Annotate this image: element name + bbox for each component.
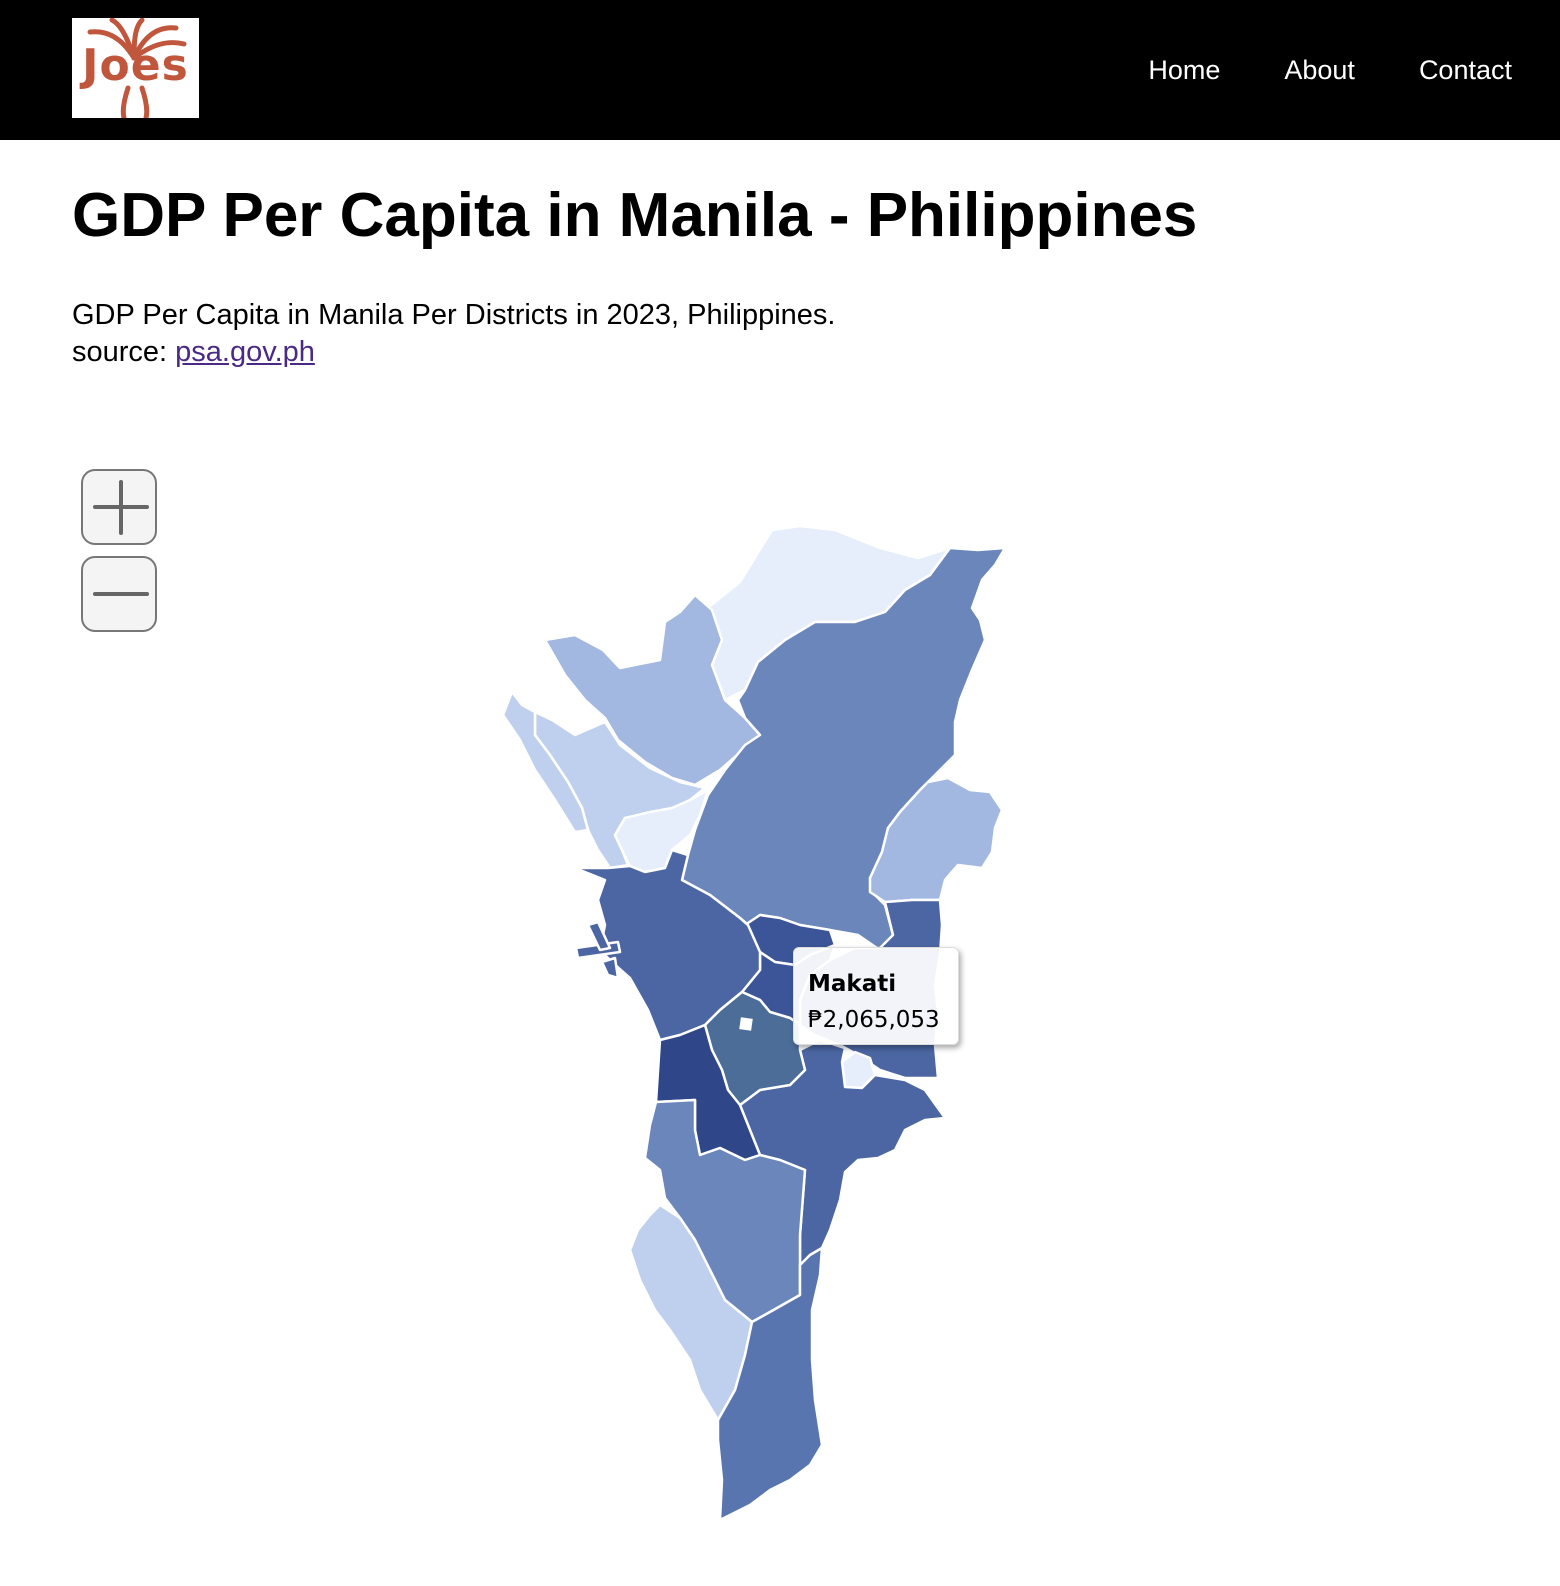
nav-contact-link[interactable]: Contact bbox=[1418, 54, 1512, 85]
description-text: GDP Per Capita in Manila Per Districts i… bbox=[72, 299, 836, 331]
region-navotas[interactable] bbox=[501, 690, 590, 834]
source-line: source: psa.gov.ph bbox=[72, 334, 835, 371]
palm-tree-icon bbox=[87, 18, 187, 118]
source-link[interactable]: psa.gov.ph bbox=[175, 336, 315, 368]
page-title: GDP Per Capita in Manila - Philippines bbox=[72, 181, 1198, 250]
zoom-out-button[interactable] bbox=[81, 556, 157, 632]
page-description: GDP Per Capita in Manila Per Districts i… bbox=[72, 297, 835, 371]
region-manila-pier-south[interactable] bbox=[600, 956, 620, 980]
logo[interactable]: Joes bbox=[72, 18, 199, 118]
region-las-pinas[interactable] bbox=[628, 1203, 754, 1422]
region-muntinlupa[interactable] bbox=[716, 1246, 824, 1522]
logo-wordmark: Joes bbox=[82, 40, 189, 91]
region-valenzuela[interactable] bbox=[543, 593, 762, 787]
region-marikina[interactable] bbox=[868, 776, 1004, 904]
hover-marker-icon bbox=[739, 1017, 753, 1031]
top-navigation-bar: Joes Home About Contact bbox=[0, 0, 1560, 140]
region-caloocan-south[interactable] bbox=[613, 788, 710, 874]
zoom-in-button[interactable] bbox=[81, 469, 157, 545]
source-label: source: bbox=[72, 336, 168, 368]
main-nav: Home About Contact bbox=[1084, 0, 1512, 140]
plus-icon bbox=[93, 480, 149, 535]
region-tooltip: Makati ₱2,065,053 bbox=[793, 947, 959, 1045]
region-manila-pier-small[interactable] bbox=[586, 920, 612, 952]
nav-about-link[interactable]: About bbox=[1284, 54, 1355, 85]
tooltip-region-name: Makati bbox=[808, 971, 897, 997]
minus-icon bbox=[93, 592, 149, 596]
nav-home-link[interactable]: Home bbox=[1148, 54, 1221, 85]
tooltip-region-value: ₱2,065,053 bbox=[808, 1007, 940, 1033]
